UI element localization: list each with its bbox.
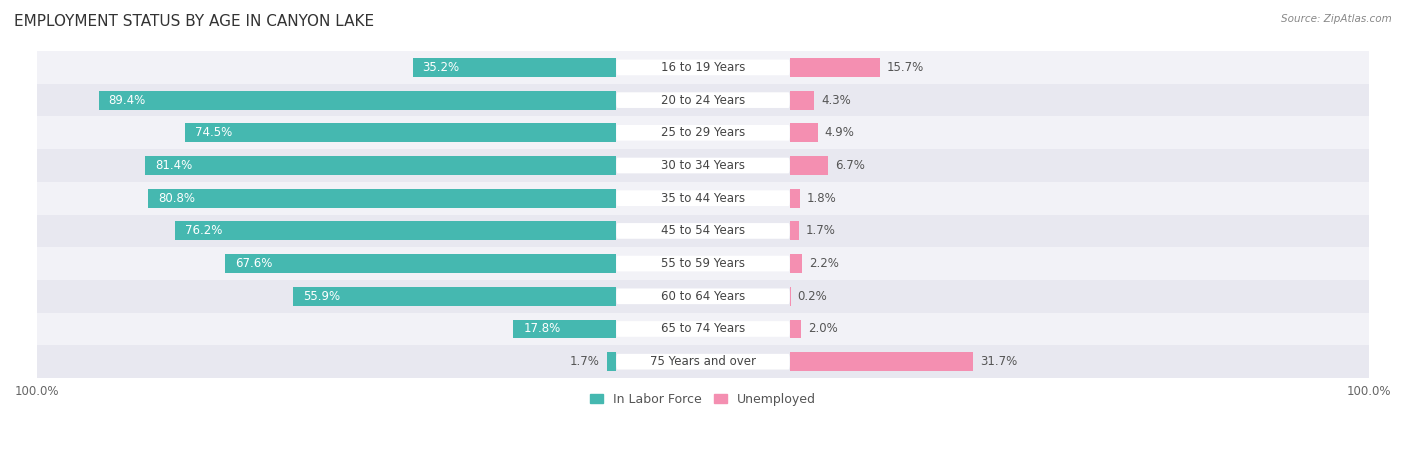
Text: 76.2%: 76.2% [186,225,222,237]
Text: 2.2%: 2.2% [808,257,839,270]
Text: 1.8%: 1.8% [807,192,837,205]
Text: 55.9%: 55.9% [302,290,340,303]
Bar [225,254,616,273]
Bar [37,345,1369,378]
Bar [412,58,616,77]
Text: 74.5%: 74.5% [195,126,232,139]
FancyBboxPatch shape [616,223,790,239]
Bar [790,221,800,240]
Text: 55 to 59 Years: 55 to 59 Years [661,257,745,270]
Bar [790,352,973,371]
Bar [37,182,1369,215]
Bar [790,189,800,208]
Bar [292,287,616,306]
Text: 4.9%: 4.9% [824,126,855,139]
Text: 15.7%: 15.7% [887,61,924,74]
FancyBboxPatch shape [616,256,790,272]
Legend: In Labor Force, Unemployed: In Labor Force, Unemployed [585,388,821,411]
Bar [37,149,1369,182]
FancyBboxPatch shape [616,60,790,75]
Bar [37,116,1369,149]
Bar [149,189,616,208]
Bar [790,58,880,77]
Text: 89.4%: 89.4% [108,94,146,106]
Text: 35.2%: 35.2% [423,61,460,74]
Text: 20 to 24 Years: 20 to 24 Years [661,94,745,106]
Bar [790,123,818,143]
Text: Source: ZipAtlas.com: Source: ZipAtlas.com [1281,14,1392,23]
Text: 60 to 64 Years: 60 to 64 Years [661,290,745,303]
Bar [98,91,616,110]
Bar [790,156,828,175]
Bar [606,352,616,371]
Bar [145,156,616,175]
Bar [790,91,814,110]
Text: 67.6%: 67.6% [235,257,273,270]
Bar [37,84,1369,116]
Text: 1.7%: 1.7% [806,225,837,237]
Text: 25 to 29 Years: 25 to 29 Years [661,126,745,139]
Bar [37,247,1369,280]
Bar [176,221,616,240]
Text: 45 to 54 Years: 45 to 54 Years [661,225,745,237]
Text: 0.2%: 0.2% [797,290,827,303]
Text: 4.3%: 4.3% [821,94,851,106]
Bar [37,280,1369,313]
FancyBboxPatch shape [616,190,790,206]
Bar [37,313,1369,345]
Bar [790,319,801,338]
FancyBboxPatch shape [616,125,790,141]
FancyBboxPatch shape [616,289,790,304]
Bar [186,123,616,143]
Bar [513,319,616,338]
Text: 80.8%: 80.8% [159,192,195,205]
Text: 30 to 34 Years: 30 to 34 Years [661,159,745,172]
Text: 1.7%: 1.7% [569,355,600,368]
Text: 16 to 19 Years: 16 to 19 Years [661,61,745,74]
Bar [37,215,1369,247]
FancyBboxPatch shape [616,321,790,337]
FancyBboxPatch shape [616,354,790,369]
Text: 17.8%: 17.8% [523,322,561,336]
Text: 6.7%: 6.7% [835,159,865,172]
FancyBboxPatch shape [616,158,790,173]
Text: 65 to 74 Years: 65 to 74 Years [661,322,745,336]
Text: EMPLOYMENT STATUS BY AGE IN CANYON LAKE: EMPLOYMENT STATUS BY AGE IN CANYON LAKE [14,14,374,28]
Text: 81.4%: 81.4% [155,159,193,172]
Text: 2.0%: 2.0% [808,322,838,336]
Text: 31.7%: 31.7% [980,355,1017,368]
Text: 75 Years and over: 75 Years and over [650,355,756,368]
Bar [37,51,1369,84]
Text: 35 to 44 Years: 35 to 44 Years [661,192,745,205]
Bar [790,254,803,273]
FancyBboxPatch shape [616,92,790,108]
